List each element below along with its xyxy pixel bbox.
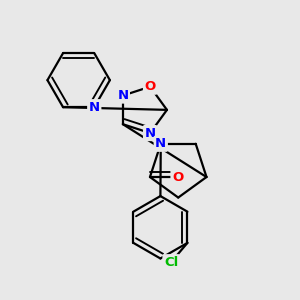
Text: N: N (145, 127, 156, 140)
Text: Cl: Cl (164, 256, 178, 269)
Text: N: N (155, 137, 166, 150)
Text: O: O (145, 80, 156, 93)
Text: N: N (89, 101, 100, 114)
Text: N: N (117, 89, 128, 102)
Text: O: O (172, 170, 183, 184)
